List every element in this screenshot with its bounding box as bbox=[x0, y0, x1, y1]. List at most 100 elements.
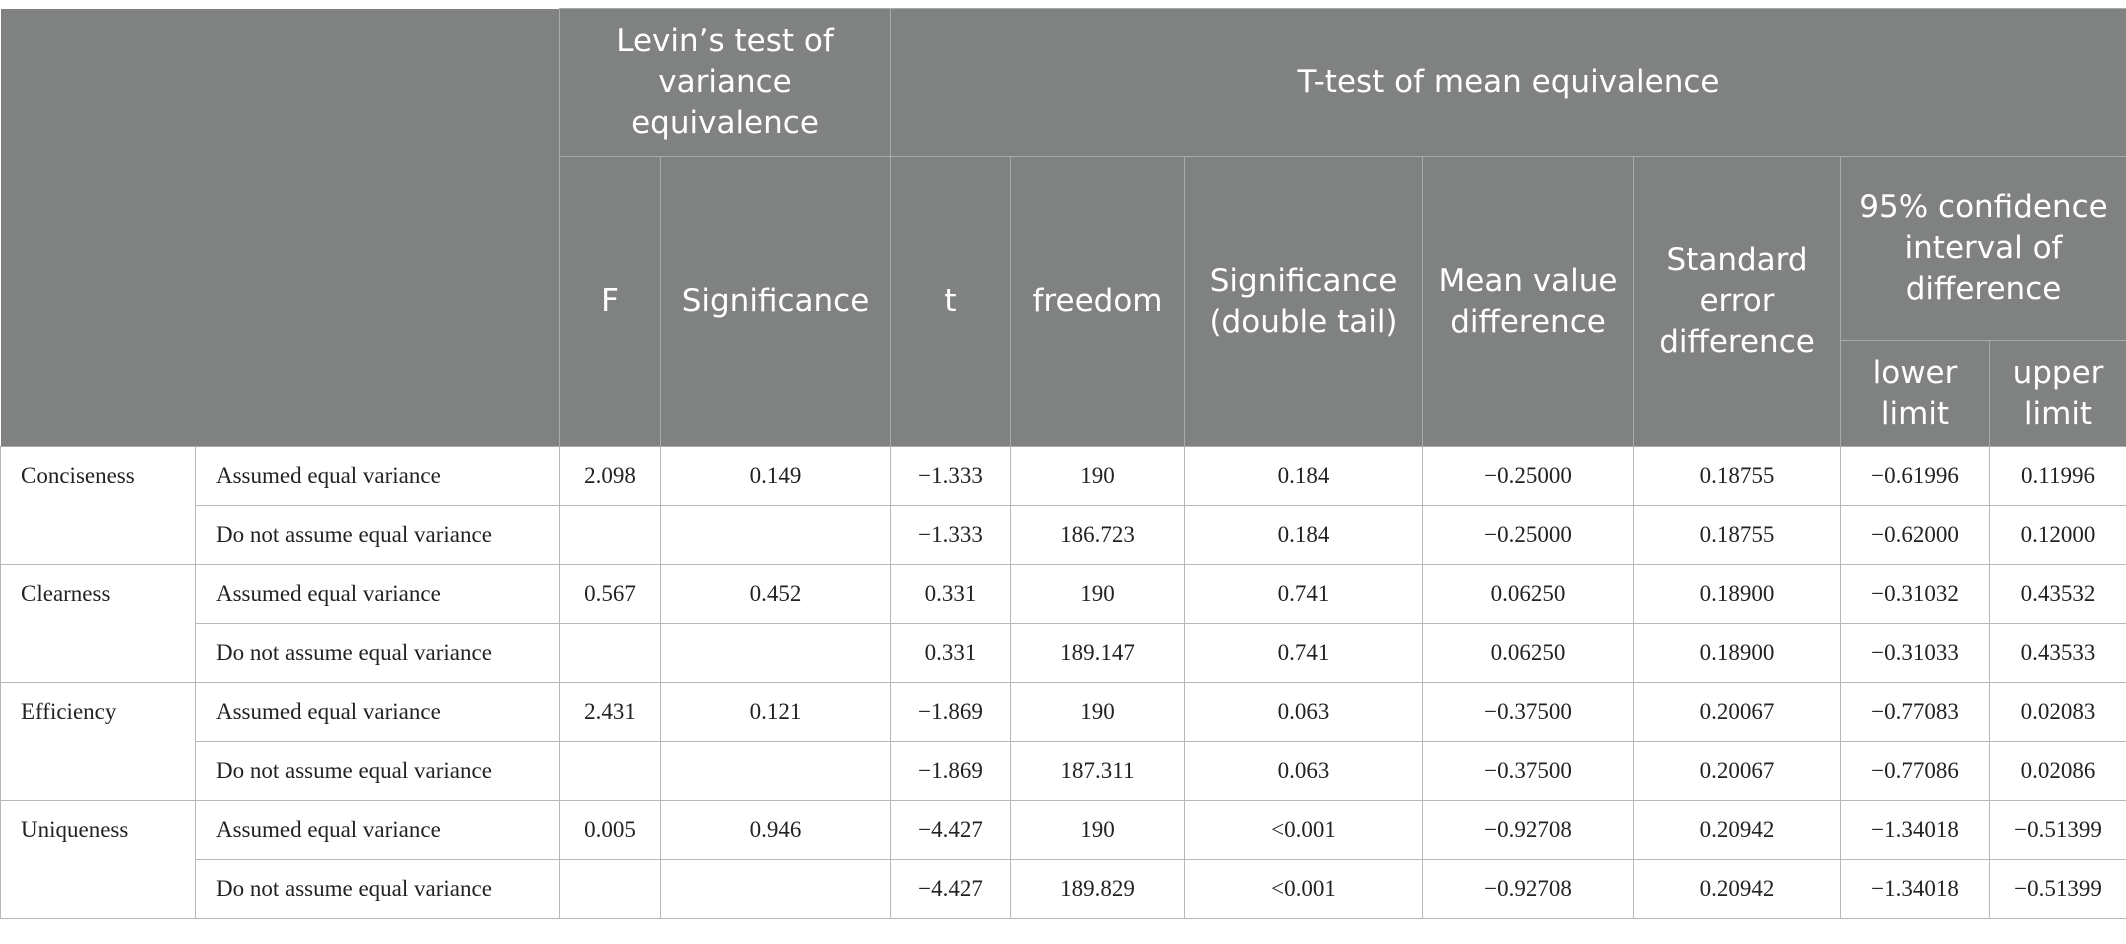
table-row: Uniqueness Assumed equal variance 0.005 … bbox=[0, 800, 2126, 919]
table-row: Conciseness Assumed equal variance 2.098… bbox=[0, 446, 2126, 565]
group-label: Efficiency bbox=[0, 682, 196, 801]
freedom-header: freedom bbox=[1010, 156, 1185, 447]
t-cell: 0.331 bbox=[890, 564, 1011, 624]
mean-diff-cell: −0.37500 bbox=[1422, 741, 1634, 801]
f-cell bbox=[559, 741, 661, 801]
condition-cell: Do not assume equal variance bbox=[195, 623, 560, 683]
significance-cell: 0.121 bbox=[660, 682, 891, 742]
lower-limit-cell: −0.77083 bbox=[1840, 682, 1990, 742]
sig-double-tail-cell: 0.741 bbox=[1184, 623, 1423, 683]
mean-diff-cell: −0.92708 bbox=[1422, 800, 1634, 860]
sig-double-tail-cell: <0.001 bbox=[1184, 859, 1423, 919]
sig-double-tail-header: Significance (double tail) bbox=[1184, 156, 1423, 447]
confidence-interval-header: 95% confidence interval of difference bbox=[1840, 156, 2126, 341]
condition-cell: Do not assume equal variance bbox=[195, 859, 560, 919]
lower-limit-cell: −0.31032 bbox=[1840, 564, 1990, 624]
significance-cell bbox=[660, 623, 891, 683]
lower-limit-cell: −0.62000 bbox=[1840, 505, 1990, 565]
significance-cell bbox=[660, 859, 891, 919]
condition-cell: Do not assume equal variance bbox=[195, 741, 560, 801]
table-row: Do not assume equal variance −4.427 189.… bbox=[1, 859, 2126, 919]
std-err-diff-cell: 0.20942 bbox=[1633, 859, 1841, 919]
significance-cell bbox=[660, 505, 891, 565]
mean-diff-cell: 0.06250 bbox=[1422, 623, 1634, 683]
mean-diff-cell: −0.25000 bbox=[1422, 446, 1634, 506]
sig-double-tail-cell: 0.063 bbox=[1184, 682, 1423, 742]
freedom-cell: 190 bbox=[1010, 446, 1185, 506]
condition-cell: Assumed equal variance bbox=[195, 446, 560, 506]
mean-diff-cell: −0.92708 bbox=[1422, 859, 1634, 919]
significance-cell: 0.452 bbox=[660, 564, 891, 624]
lower-limit-cell: −0.31033 bbox=[1840, 623, 1990, 683]
f-cell: 0.005 bbox=[559, 800, 661, 860]
f-cell bbox=[559, 859, 661, 919]
f-header: F bbox=[559, 156, 661, 447]
mean-diff-header: Mean value difference bbox=[1422, 156, 1634, 447]
table-header: Levin’s test of variance equivalence T-t… bbox=[0, 8, 2126, 447]
lower-limit-cell: −0.77086 bbox=[1840, 741, 1990, 801]
sig-double-tail-cell: 0.184 bbox=[1184, 446, 1423, 506]
f-cell: 2.098 bbox=[559, 446, 661, 506]
sig-double-tail-cell: 0.063 bbox=[1184, 741, 1423, 801]
upper-limit-cell: 0.02086 bbox=[1989, 741, 2126, 801]
t-header: t bbox=[890, 156, 1011, 447]
mean-diff-cell: 0.06250 bbox=[1422, 564, 1634, 624]
upper-limit-cell: 0.02083 bbox=[1989, 682, 2126, 742]
condition-cell: Assumed equal variance bbox=[195, 564, 560, 624]
upper-limit-header: upper limit bbox=[1989, 340, 2126, 447]
mean-diff-cell: −0.37500 bbox=[1422, 682, 1634, 742]
std-err-diff-cell: 0.18900 bbox=[1633, 564, 1841, 624]
table-row: Clearness Assumed equal variance 0.567 0… bbox=[0, 564, 2126, 683]
std-err-diff-header: Standard error difference bbox=[1633, 156, 1841, 447]
upper-limit-cell: 0.11996 bbox=[1989, 446, 2126, 506]
condition-cell: Assumed equal variance bbox=[195, 800, 560, 860]
significance-cell: 0.149 bbox=[660, 446, 891, 506]
condition-cell: Assumed equal variance bbox=[195, 682, 560, 742]
std-err-diff-cell: 0.18755 bbox=[1633, 505, 1841, 565]
sig-double-tail-cell: <0.001 bbox=[1184, 800, 1423, 860]
upper-limit-cell: 0.43533 bbox=[1989, 623, 2126, 683]
condition-cell: Do not assume equal variance bbox=[195, 505, 560, 565]
t-cell: −1.333 bbox=[890, 446, 1011, 506]
table-row: Do not assume equal variance 0.331 189.1… bbox=[1, 623, 2126, 683]
t-cell: −1.869 bbox=[890, 682, 1011, 742]
upper-limit-cell: 0.43532 bbox=[1989, 564, 2126, 624]
freedom-cell: 189.147 bbox=[1010, 623, 1185, 683]
significance-cell: 0.946 bbox=[660, 800, 891, 860]
t-cell: −4.427 bbox=[890, 859, 1011, 919]
freedom-cell: 190 bbox=[1010, 800, 1185, 860]
ttest-results-table: Levin’s test of variance equivalence T-t… bbox=[0, 8, 2126, 919]
freedom-cell: 190 bbox=[1010, 682, 1185, 742]
std-err-diff-cell: 0.18755 bbox=[1633, 446, 1841, 506]
sig-double-tail-cell: 0.741 bbox=[1184, 564, 1423, 624]
upper-limit-cell: 0.12000 bbox=[1989, 505, 2126, 565]
mean-diff-cell: −0.25000 bbox=[1422, 505, 1634, 565]
std-err-diff-cell: 0.18900 bbox=[1633, 623, 1841, 683]
std-err-diff-cell: 0.20067 bbox=[1633, 741, 1841, 801]
t-cell: −1.869 bbox=[890, 741, 1011, 801]
lower-limit-cell: −1.34018 bbox=[1840, 859, 1990, 919]
ttest-header: T-test of mean equivalence bbox=[890, 8, 2126, 157]
table-row: Do not assume equal variance −1.869 187.… bbox=[1, 741, 2126, 801]
upper-limit-cell: −0.51399 bbox=[1989, 859, 2126, 919]
t-cell: −4.427 bbox=[890, 800, 1011, 860]
f-cell bbox=[559, 505, 661, 565]
lower-limit-cell: −1.34018 bbox=[1840, 800, 1990, 860]
group-label: Uniqueness bbox=[0, 800, 196, 919]
lower-limit-header: lower limit bbox=[1840, 340, 1990, 447]
std-err-diff-cell: 0.20067 bbox=[1633, 682, 1841, 742]
table-body: Conciseness Assumed equal variance 2.098… bbox=[0, 446, 2126, 919]
freedom-cell: 189.829 bbox=[1010, 859, 1185, 919]
significance-cell bbox=[660, 741, 891, 801]
freedom-cell: 187.311 bbox=[1010, 741, 1185, 801]
table-row: Efficiency Assumed equal variance 2.431 … bbox=[0, 682, 2126, 801]
group-label: Conciseness bbox=[0, 446, 196, 565]
std-err-diff-cell: 0.20942 bbox=[1633, 800, 1841, 860]
sig-double-tail-cell: 0.184 bbox=[1184, 505, 1423, 565]
freedom-cell: 190 bbox=[1010, 564, 1185, 624]
t-cell: −1.333 bbox=[890, 505, 1011, 565]
table-row: Do not assume equal variance −1.333 186.… bbox=[1, 505, 2126, 565]
f-cell bbox=[559, 623, 661, 683]
f-cell: 2.431 bbox=[559, 682, 661, 742]
levin-test-header: Levin’s test of variance equivalence bbox=[559, 8, 891, 157]
